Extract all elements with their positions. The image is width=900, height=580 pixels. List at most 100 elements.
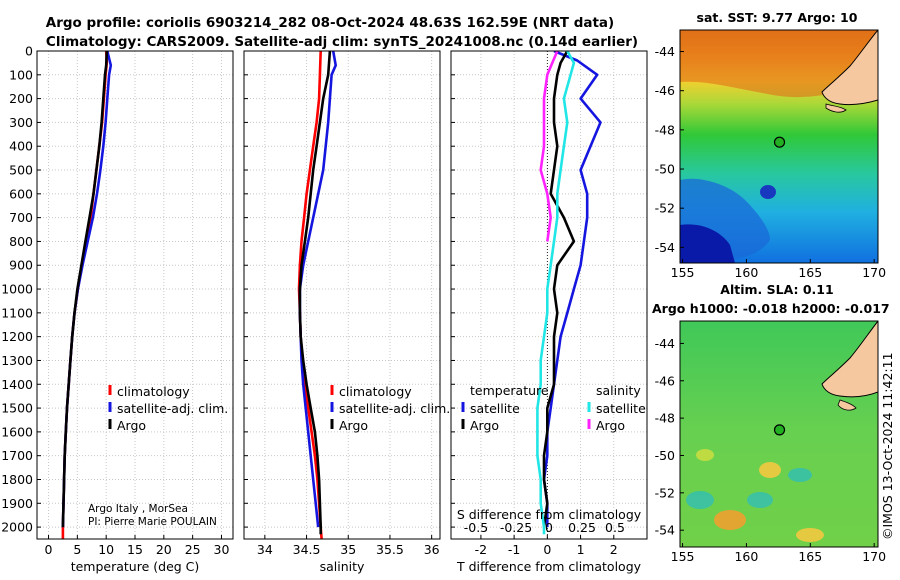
map-lat-label: -46	[655, 373, 675, 388]
map-lon-label: 155	[671, 265, 695, 280]
sla-island	[837, 399, 857, 411]
sst-eddy	[760, 185, 776, 199]
y-tick-label: 1300	[1, 353, 33, 368]
map-lat-label: -50	[655, 448, 675, 463]
x-axis-label: temperature (deg C)	[71, 559, 200, 574]
legend-salinity-title: salinity	[596, 383, 641, 398]
sst-warm-zone	[680, 30, 878, 98]
sla-map-title2: Argo h1000: -0.018 h2000: -0.017	[652, 301, 890, 316]
map-lat-label: -52	[655, 201, 675, 216]
map-lat-label: -54	[655, 523, 675, 538]
series-argo-line	[542, 51, 576, 528]
map-lon-label: 160	[734, 265, 758, 280]
x-axis-label: T difference from climatology	[456, 559, 642, 574]
y-tick-label: 1800	[1, 472, 33, 487]
x-tick-label: 34	[257, 542, 273, 557]
sla-map: Altim. SLA: 0.11 Argo h1000: -0.018 h200…	[652, 282, 890, 564]
sst-land	[821, 30, 878, 106]
legend-label-climatology: climatology	[117, 384, 190, 399]
sla-frame	[679, 320, 879, 548]
legend-label-s-sat_salinity: satellite	[596, 401, 646, 416]
sst-coldest-zone	[680, 224, 735, 263]
y-tick-label: 1200	[1, 329, 33, 344]
map-lat-label: -44	[655, 336, 675, 351]
sst-map-title: sat. SST: 9.77 Argo: 10	[697, 10, 858, 25]
series-argo_salinity-line	[539, 51, 559, 242]
map-lon-label: 155	[671, 549, 695, 564]
legend-label-satellite: satellite-adj. clim.	[339, 401, 450, 416]
imos-stamp: ©IMOS 13-Oct-2024 11:42:11	[880, 352, 895, 540]
x-tick-label: -1	[508, 542, 520, 557]
sla-low-2	[747, 492, 773, 508]
map-lon-label: 170	[862, 265, 886, 280]
sla-low-3	[788, 468, 812, 482]
sla-high-2	[714, 510, 746, 530]
y-tick-label: 1400	[1, 377, 33, 392]
salinity-tick-label: 0.5	[605, 520, 625, 535]
x-tick-label: 1	[577, 542, 585, 557]
y-tick-label: 100	[9, 67, 33, 82]
y-tick-label: 1700	[1, 448, 33, 463]
legend-label-climatology: climatology	[339, 384, 412, 399]
y-tick-label: 1100	[1, 305, 33, 320]
credit-line1: Argo Italy , MorSea	[88, 503, 188, 515]
y-tick-label: 400	[9, 139, 33, 154]
legend-label-s-argo_salinity: Argo	[596, 418, 625, 433]
y-tick-label: 1600	[1, 424, 33, 439]
x-tick-label: 25	[185, 542, 201, 557]
map-lat-label: -48	[655, 411, 675, 426]
x-tick-label: 20	[156, 542, 172, 557]
sla-high-4	[696, 449, 714, 461]
legend-label-argo: Argo	[339, 418, 368, 433]
y-tick-label: 1900	[1, 496, 33, 511]
sla-map-title1: Altim. SLA: 0.11	[720, 282, 833, 297]
series-argo-line	[298, 51, 332, 535]
y-tick-label: 0	[25, 44, 33, 59]
legend-label-argo: Argo	[117, 418, 146, 433]
map-lat-label: -50	[655, 162, 675, 177]
sla-float-marker	[773, 424, 786, 436]
x-tick-label: 35.5	[376, 542, 404, 557]
figure-title-line2: Climatology: CARS2009. Satellite-adj cli…	[46, 34, 638, 50]
map-lon-label: 165	[798, 549, 822, 564]
legend-label-t-argo: Argo	[470, 418, 499, 433]
x-tick-label: 2	[610, 542, 618, 557]
map-lon-label: 170	[862, 549, 886, 564]
y-tick-label: 900	[9, 258, 33, 273]
x-tick-label: 30	[214, 542, 230, 557]
y-tick-label: 600	[9, 186, 33, 201]
salinity-tick-label: -0.5	[464, 520, 488, 535]
y-tick-label: 500	[9, 163, 33, 178]
map-lat-label: -46	[655, 83, 675, 98]
credit-line2: PI: Pierre Marie POULAIN	[88, 516, 217, 528]
series-argo-line	[61, 51, 109, 528]
y-tick-label: 800	[9, 234, 33, 249]
salinity-tick-label: -0.25	[500, 520, 532, 535]
sst-float-marker	[773, 136, 786, 148]
legend-label-satellite: satellite-adj. clim.	[117, 401, 228, 416]
plot-frame	[450, 50, 648, 540]
y-tick-label: 200	[9, 91, 33, 106]
sla-land	[821, 321, 878, 398]
sst-frame	[679, 29, 879, 264]
x-tick-label: 34.5	[293, 542, 321, 557]
x-tick-label: 0	[543, 542, 551, 557]
y-tick-label: 700	[9, 210, 33, 225]
sla-high-1	[759, 462, 781, 478]
sst-map: sat. SST: 9.77 Argo: 10 155 160 165 170 -44 -…	[655, 10, 887, 280]
map-lat-label: -54	[655, 240, 675, 255]
x-tick-label: -2	[475, 542, 487, 557]
map-lat-label: -48	[655, 122, 675, 137]
map-lon-label: 165	[798, 265, 822, 280]
x-tick-label: 15	[127, 542, 143, 557]
sla-low-1	[686, 491, 714, 509]
map-lon-label: 160	[734, 549, 758, 564]
difference-panel: -2 -1 0 1 2 T difference from climatology -0.5…	[450, 50, 648, 574]
sst-island	[825, 103, 847, 113]
series-sat_salinity-line	[536, 51, 576, 535]
figure-title-line1: Argo profile: coriolis 6903214_282 08-Oc…	[46, 15, 614, 31]
plot-frame	[243, 50, 441, 540]
series-satellite-line	[542, 51, 602, 528]
sla-high-3	[796, 528, 824, 542]
